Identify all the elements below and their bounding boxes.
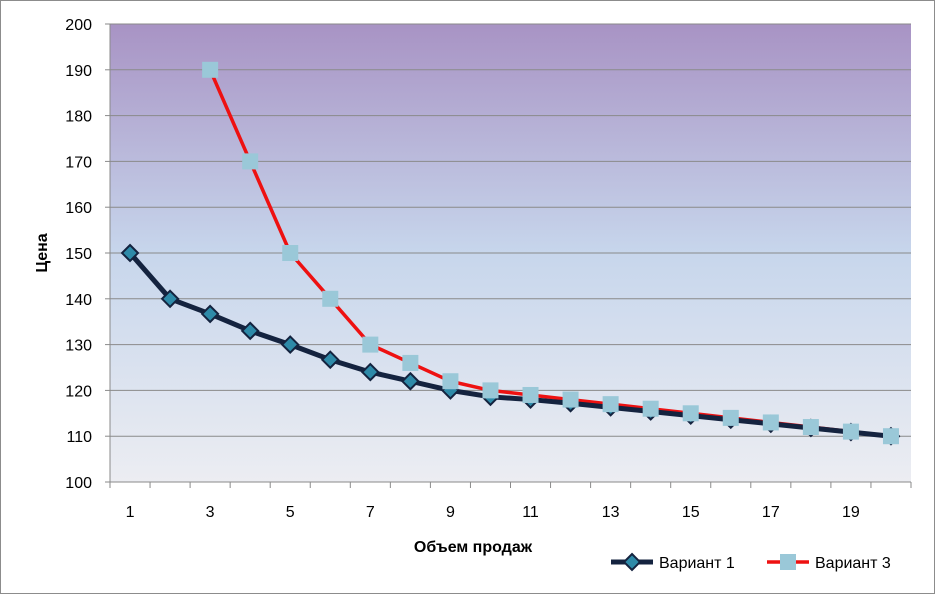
data-point	[882, 428, 899, 445]
x-tick-label: 15	[682, 504, 700, 521]
data-point	[842, 423, 859, 440]
data-point	[682, 405, 699, 422]
gridlines	[110, 23, 911, 437]
x-tick-label: 19	[842, 504, 860, 521]
data-point	[802, 419, 819, 436]
y-tick-label: 150	[65, 246, 92, 263]
y-tick-label: 160	[65, 200, 92, 217]
data-point	[642, 400, 659, 417]
y-tick-label: 180	[65, 109, 92, 126]
data-point	[240, 321, 260, 341]
data-point	[602, 396, 619, 413]
legend-label: Вариант 3	[815, 555, 891, 572]
x-tick-label: 13	[602, 504, 620, 521]
data-point	[722, 409, 739, 426]
y-tick-label: 200	[65, 17, 92, 34]
legend-label: Вариант 1	[659, 555, 735, 572]
data-point	[522, 386, 539, 403]
legend-item: Вариант 1	[611, 552, 735, 572]
data-point	[442, 373, 459, 390]
data-point	[482, 382, 499, 399]
series	[120, 61, 901, 446]
y-tick-label: 130	[65, 338, 92, 355]
data-point	[320, 350, 340, 370]
x-tick-label: 7	[366, 504, 375, 521]
data-point	[202, 61, 219, 78]
y-tick-label: 170	[65, 154, 92, 171]
y-tick-label: 110	[66, 429, 92, 446]
x-axis-label: Объем продаж	[414, 539, 533, 556]
x-tick-label: 3	[206, 504, 215, 521]
data-point	[200, 304, 220, 324]
data-point	[242, 153, 259, 170]
data-point	[280, 335, 300, 355]
data-point	[562, 391, 579, 408]
x-tick-label: 9	[446, 504, 455, 521]
data-point	[362, 336, 379, 353]
x-tick-label: 1	[126, 504, 135, 521]
data-point	[780, 554, 796, 570]
y-axis-label: Цена	[34, 233, 51, 272]
x-tick-label: 11	[522, 504, 539, 521]
x-tick-label: 17	[762, 504, 780, 521]
y-tick-label: 190	[65, 63, 92, 80]
data-point	[360, 362, 380, 382]
legend: Вариант 1 Вариант 3	[611, 552, 891, 572]
y-tick-label: 140	[65, 292, 92, 309]
series-markers	[202, 61, 899, 445]
x-tick-label: 5	[286, 504, 295, 521]
data-point	[762, 414, 779, 431]
data-point	[160, 289, 180, 309]
data-point	[622, 552, 642, 572]
legend-item: Вариант 3	[767, 554, 891, 572]
data-point	[402, 354, 419, 371]
y-tick-label: 100	[65, 475, 92, 492]
data-point	[400, 371, 420, 391]
data-point	[322, 290, 339, 307]
data-point	[120, 243, 140, 263]
data-point	[282, 245, 299, 261]
y-tick-label: 120	[65, 383, 92, 400]
